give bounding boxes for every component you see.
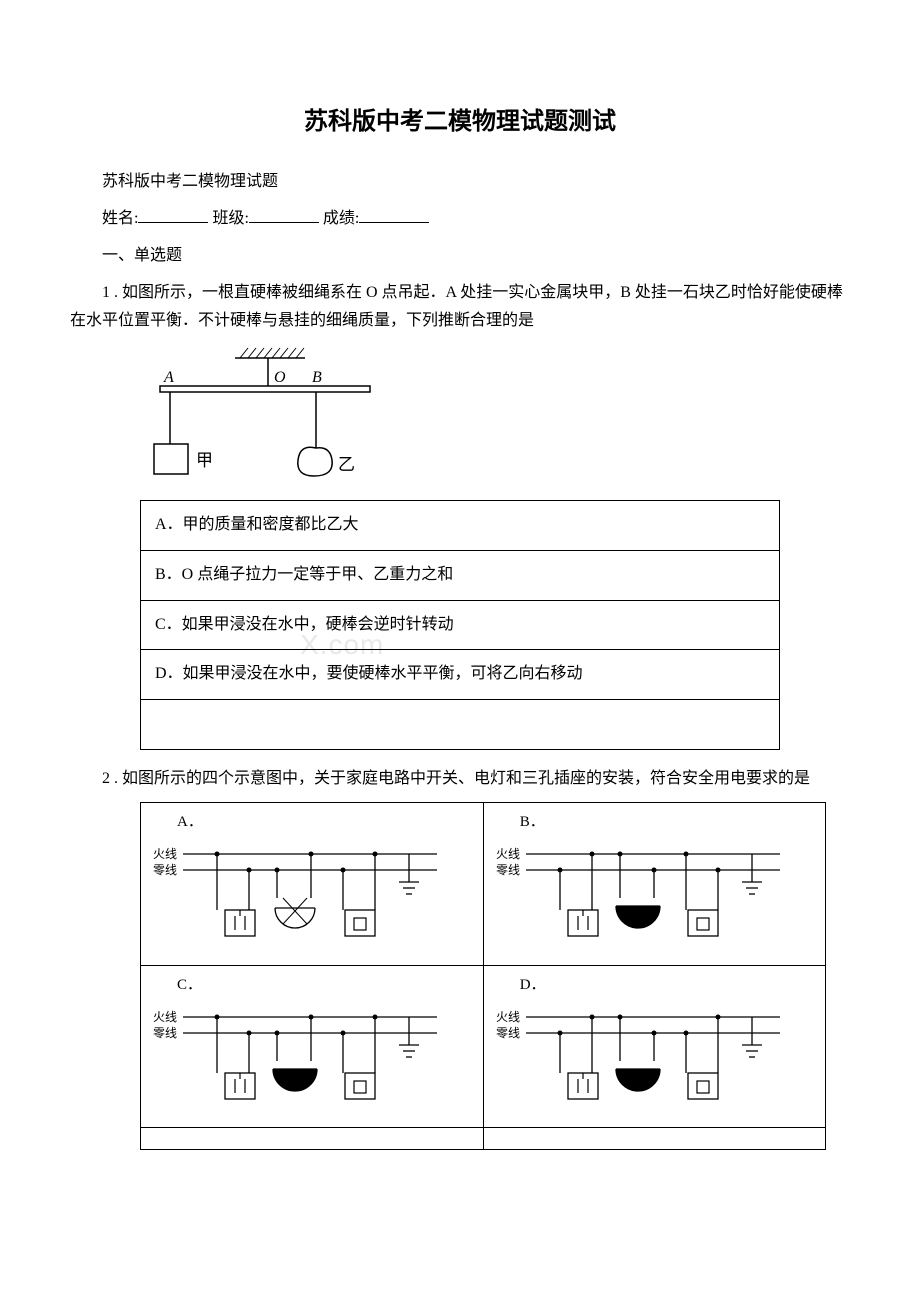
choice-B: B．O 点绳子拉力一定等于甲、乙重力之和 bbox=[141, 550, 780, 600]
svg-text:火线: 火线 bbox=[153, 1010, 177, 1024]
svg-text:零线: 零线 bbox=[153, 1026, 177, 1040]
choice-C: C．如果甲浸没在水中，硬棒会逆时针转动 bbox=[141, 600, 780, 650]
score-label: 成绩: bbox=[323, 210, 359, 227]
circuit-diagram-C: 火线 零线 bbox=[147, 1001, 447, 1111]
lever-diagram: A O B 甲 乙 bbox=[140, 344, 850, 495]
choice-A: A．甲的质量和密度都比乙大 bbox=[141, 500, 780, 550]
q1-choices: A．甲的质量和密度都比乙大 B．O 点绳子拉力一定等于甲、乙重力之和 C．如果甲… bbox=[140, 500, 780, 750]
q2-blank-L bbox=[141, 1128, 484, 1150]
circuit-diagram-D: 火线 零线 bbox=[490, 1001, 790, 1111]
circuit-B: B． 火线 零线 bbox=[483, 802, 826, 965]
circuit-D: D． 火线 零线 bbox=[483, 965, 826, 1128]
q2-grid: A． 火线 零线 bbox=[140, 802, 826, 1151]
name-label: 姓名: bbox=[102, 210, 138, 227]
svg-text:零线: 零线 bbox=[496, 863, 520, 877]
name-blank bbox=[138, 207, 208, 223]
circuit-A: A． 火线 零线 bbox=[141, 802, 484, 965]
subtitle: 苏科版中考二模物理试题 bbox=[70, 168, 850, 197]
svg-text:火线: 火线 bbox=[496, 1010, 520, 1024]
class-label: 班级: bbox=[212, 210, 248, 227]
choice-D: D．如果甲浸没在水中，要使硬棒水平平衡，可将乙向右移动 bbox=[141, 650, 780, 700]
section-heading: 一、单选题 bbox=[70, 242, 850, 271]
class-blank bbox=[249, 207, 319, 223]
label-O: O bbox=[274, 369, 286, 386]
svg-text:火线: 火线 bbox=[153, 847, 177, 861]
svg-text:零线: 零线 bbox=[153, 863, 177, 877]
score-blank bbox=[359, 207, 429, 223]
svg-text:零线: 零线 bbox=[496, 1026, 520, 1040]
opt-C-label: C． bbox=[177, 972, 477, 999]
page-title: 苏科版中考二模物理试题测试 bbox=[70, 100, 850, 143]
opt-D-label: D． bbox=[520, 972, 820, 999]
info-line: 姓名: 班级: 成绩: bbox=[70, 205, 850, 234]
question-1: 1 . 如图所示，一根直硬棒被细绳系在 O 点吊起．A 处挂一实心金属块甲，B … bbox=[70, 279, 850, 337]
choice-blank bbox=[141, 700, 780, 750]
label-A: A bbox=[163, 369, 174, 386]
svg-text:火线: 火线 bbox=[496, 847, 520, 861]
opt-A-label: A． bbox=[177, 809, 477, 836]
circuit-diagram-A: 火线 零线 bbox=[147, 838, 447, 948]
q2-blank-R bbox=[483, 1128, 826, 1150]
label-B: B bbox=[312, 369, 322, 386]
opt-B-label: B． bbox=[520, 809, 820, 836]
label-jia: 甲 bbox=[196, 451, 213, 470]
question-2: 2 . 如图所示的四个示意图中，关于家庭电路中开关、电灯和三孔插座的安装，符合安… bbox=[70, 765, 850, 794]
circuit-diagram-B: 火线 零线 bbox=[490, 838, 790, 948]
label-yi: 乙 bbox=[338, 455, 355, 474]
circuit-C: C． 火线 零线 bbox=[141, 965, 484, 1128]
